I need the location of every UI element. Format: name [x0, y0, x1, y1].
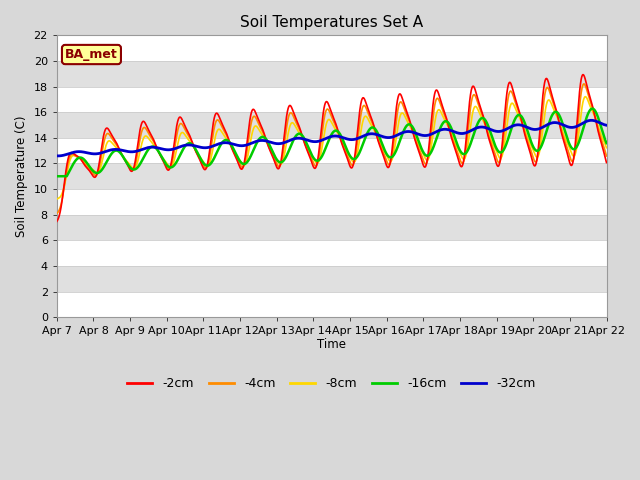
Line: -16cm: -16cm — [57, 108, 607, 176]
-16cm — [264, 139, 271, 144]
-32cm — [264, 139, 271, 144]
-16cm — [287, 142, 295, 147]
Bar — [57, 112, 607, 138]
-4cm — [116, 147, 124, 153]
-16cm — [53, 173, 61, 179]
Line: -2cm: -2cm — [57, 74, 607, 221]
-8cm — [264, 141, 271, 147]
Legend: -2cm, -4cm, -8cm, -16cm, -32cm: -2cm, -4cm, -8cm, -16cm, -32cm — [122, 372, 541, 396]
Bar — [57, 189, 607, 215]
-32cm — [148, 144, 156, 150]
Bar — [57, 266, 607, 291]
-8cm — [287, 120, 295, 126]
-2cm — [603, 160, 611, 166]
Bar — [57, 86, 607, 112]
-32cm — [588, 118, 595, 123]
-32cm — [288, 137, 296, 143]
-2cm — [532, 159, 540, 165]
Y-axis label: Soil Temperature (C): Soil Temperature (C) — [15, 116, 28, 237]
-4cm — [264, 141, 271, 146]
-16cm — [116, 149, 124, 155]
-32cm — [592, 119, 600, 124]
Line: -4cm: -4cm — [57, 84, 607, 214]
-32cm — [533, 126, 541, 132]
-8cm — [603, 145, 611, 151]
Bar — [57, 61, 607, 86]
-4cm — [592, 117, 600, 122]
-8cm — [116, 148, 124, 154]
-4cm — [603, 153, 611, 159]
-8cm — [592, 117, 600, 122]
-8cm — [532, 154, 540, 160]
-2cm — [592, 118, 600, 124]
-2cm — [579, 72, 587, 77]
-16cm — [592, 109, 600, 115]
Bar — [57, 240, 607, 266]
Line: -32cm: -32cm — [57, 120, 607, 156]
-2cm — [53, 218, 61, 224]
-4cm — [532, 158, 540, 164]
-32cm — [53, 153, 61, 159]
-2cm — [264, 142, 271, 147]
Bar — [57, 291, 607, 317]
X-axis label: Time: Time — [317, 337, 346, 350]
Line: -8cm: -8cm — [57, 96, 607, 199]
-2cm — [148, 134, 156, 140]
Title: Soil Temperatures Set A: Soil Temperatures Set A — [240, 15, 423, 30]
-16cm — [603, 140, 611, 146]
-32cm — [116, 147, 124, 153]
-4cm — [53, 211, 61, 216]
-2cm — [287, 104, 295, 110]
-8cm — [53, 196, 61, 202]
-16cm — [532, 148, 540, 154]
-2cm — [116, 147, 124, 153]
Bar — [57, 138, 607, 164]
Bar — [57, 164, 607, 189]
Text: BA_met: BA_met — [65, 48, 118, 61]
Bar — [57, 215, 607, 240]
Bar — [57, 36, 607, 61]
-32cm — [54, 153, 62, 159]
-16cm — [148, 144, 156, 149]
-4cm — [580, 81, 588, 87]
-4cm — [287, 110, 295, 116]
-16cm — [589, 106, 596, 111]
-8cm — [582, 94, 589, 99]
-4cm — [148, 136, 156, 142]
-8cm — [148, 140, 156, 146]
-32cm — [603, 122, 611, 128]
